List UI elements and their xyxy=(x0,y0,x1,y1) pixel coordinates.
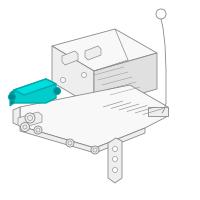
Circle shape xyxy=(8,94,16,100)
Circle shape xyxy=(66,139,74,147)
Polygon shape xyxy=(14,79,56,95)
Circle shape xyxy=(21,122,30,132)
Circle shape xyxy=(54,88,60,95)
Circle shape xyxy=(112,156,118,162)
Polygon shape xyxy=(52,46,94,107)
Polygon shape xyxy=(108,138,122,183)
Polygon shape xyxy=(13,107,20,126)
Polygon shape xyxy=(18,112,42,128)
Circle shape xyxy=(82,72,86,77)
Polygon shape xyxy=(20,85,168,148)
Circle shape xyxy=(25,113,35,123)
Circle shape xyxy=(60,77,66,82)
Polygon shape xyxy=(148,107,168,116)
Circle shape xyxy=(34,126,42,134)
Polygon shape xyxy=(85,46,101,60)
Circle shape xyxy=(91,146,99,154)
Polygon shape xyxy=(94,53,157,107)
Circle shape xyxy=(112,146,118,152)
Polygon shape xyxy=(20,126,145,153)
Polygon shape xyxy=(10,90,14,106)
Polygon shape xyxy=(52,29,157,71)
Polygon shape xyxy=(14,79,56,103)
Polygon shape xyxy=(62,51,78,65)
Circle shape xyxy=(112,168,118,172)
